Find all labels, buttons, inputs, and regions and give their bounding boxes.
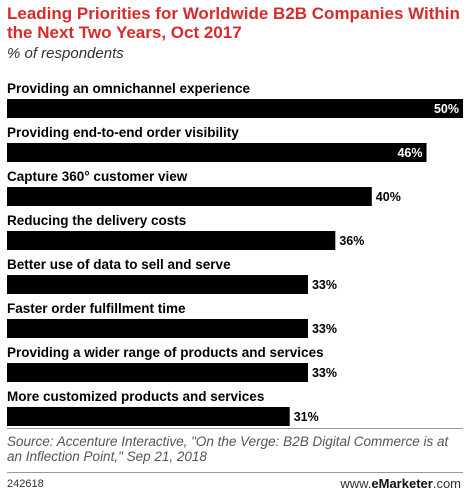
value-label: 33% [312, 366, 337, 380]
value-label: 46% [397, 146, 422, 160]
bar [7, 407, 290, 426]
value-label: 40% [376, 190, 401, 204]
bar-chart: Providing an omnichannel experience 50% Pr… [7, 81, 463, 426]
bar [7, 99, 463, 118]
bar [7, 319, 308, 338]
value-label: 36% [339, 234, 364, 248]
source-note: Source: Accenture Interactive, "On the V… [7, 434, 449, 464]
brand-name: eMarketer [371, 476, 433, 491]
brand-logo: www.eMarketer.com [340, 476, 461, 491]
footer-divider [7, 472, 463, 473]
chart-subtitle: % of respondents [7, 45, 124, 62]
chart-title: Leading Priorities for Worldwide B2B Com… [7, 4, 460, 42]
category-label: Capture 360° customer view [7, 169, 188, 184]
bar [7, 231, 336, 250]
bar [7, 187, 372, 206]
bar [7, 143, 427, 162]
chart-id: 242618 [7, 478, 44, 490]
category-label: More customized products and services [7, 389, 264, 404]
category-label: Providing end-to-end order visibility [7, 125, 239, 140]
source-divider [7, 428, 463, 429]
value-label: 33% [312, 322, 337, 336]
value-label: 50% [434, 102, 459, 116]
value-label: 31% [294, 410, 319, 424]
brand-prefix: www. [340, 476, 372, 491]
bar [7, 363, 308, 382]
category-label: Faster order fulfillment time [7, 301, 186, 316]
value-label: 33% [312, 278, 337, 292]
category-label: Providing an omnichannel experience [7, 81, 251, 96]
category-label: Better use of data to sell and serve [7, 257, 231, 272]
category-label: Providing a wider range of products and … [7, 345, 324, 360]
bar [7, 275, 308, 294]
brand-suffix: .com [432, 476, 461, 491]
category-label: Reducing the delivery costs [7, 213, 186, 228]
